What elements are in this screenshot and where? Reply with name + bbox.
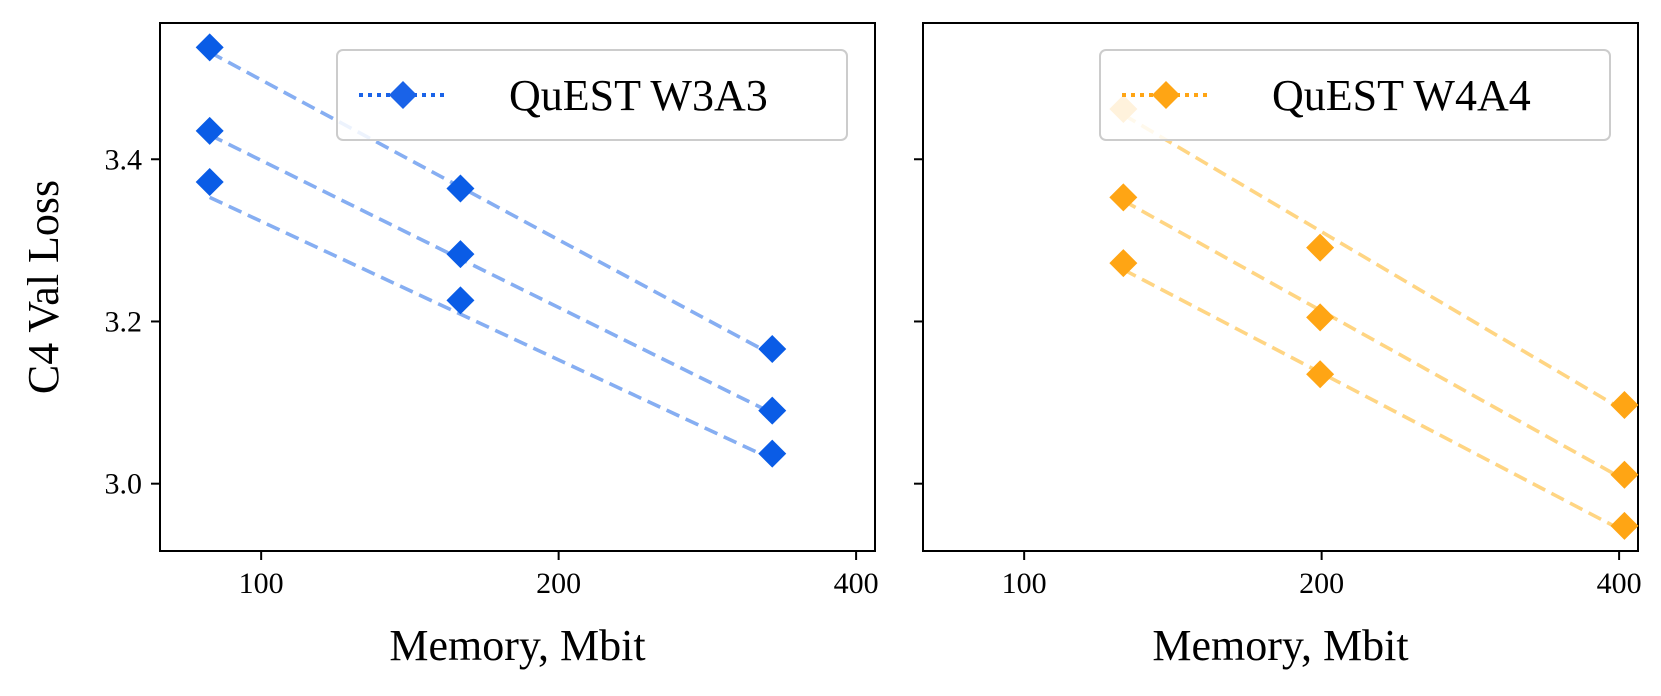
x-tick-label: 400 — [834, 567, 879, 600]
data-point-run-middle-0 — [1109, 183, 1138, 212]
data-point-run-middle-2 — [758, 396, 787, 425]
legend-marker-icon — [389, 81, 417, 109]
y-tick-label: 3.2 — [105, 305, 143, 338]
legend-box — [1099, 49, 1611, 141]
y-axis-label: C4 Val Loss — [19, 180, 68, 394]
data-point-run-bottom-2 — [1610, 511, 1639, 540]
x-tick-label: 200 — [1299, 567, 1344, 600]
data-point-run-bottom-2 — [758, 439, 787, 468]
y-tick-label: 3.0 — [105, 468, 143, 501]
y-tick-label: 3.4 — [105, 143, 143, 176]
fit-line-run-middle — [1122, 199, 1626, 482]
fit-line-run-top — [208, 50, 774, 357]
x-axis-label: Memory, Mbit — [389, 621, 645, 670]
data-point-run-bottom-0 — [1109, 249, 1138, 278]
data-point-run-bottom-0 — [195, 167, 224, 196]
data-point-run-top-1 — [1306, 233, 1335, 262]
fit-line-run-top — [1122, 113, 1626, 413]
data-point-run-middle-2 — [1610, 460, 1639, 489]
data-point-run-bottom-1 — [1306, 360, 1335, 389]
data-point-run-bottom-1 — [446, 286, 475, 315]
x-tick-label: 100 — [1002, 567, 1047, 600]
legend-box — [336, 49, 848, 141]
data-point-run-top-2 — [758, 335, 787, 364]
axes-frame — [922, 22, 1639, 552]
data-point-run-top-1 — [446, 174, 475, 203]
x-tick-label: 200 — [536, 567, 581, 600]
fit-line-run-bottom — [208, 195, 774, 461]
legend-label: QuEST W3A3 — [509, 71, 768, 120]
data-point-run-top-2 — [1610, 391, 1639, 420]
legend-label: QuEST W4A4 — [1272, 71, 1531, 120]
fit-line-run-bottom — [1122, 267, 1626, 534]
axes-frame — [159, 22, 876, 552]
data-point-run-middle-1 — [446, 240, 475, 269]
panel-w4a4: 100 200 400 Memory, Mbit QuEST W4A4 — [914, 22, 1642, 670]
data-point-run-top-0 — [195, 33, 224, 62]
data-point-run-middle-1 — [1306, 303, 1335, 332]
x-axis-label: Memory, Mbit — [1152, 621, 1408, 670]
panel-w3a3: 100 200 400 3.0 3.2 3.4 Memory, Mbit C4 Val Los… — [19, 22, 879, 670]
data-point-run-middle-0 — [195, 116, 224, 145]
legend-marker-icon — [1152, 81, 1180, 109]
x-tick-label: 100 — [239, 567, 284, 600]
x-tick-label: 400 — [1597, 567, 1642, 600]
